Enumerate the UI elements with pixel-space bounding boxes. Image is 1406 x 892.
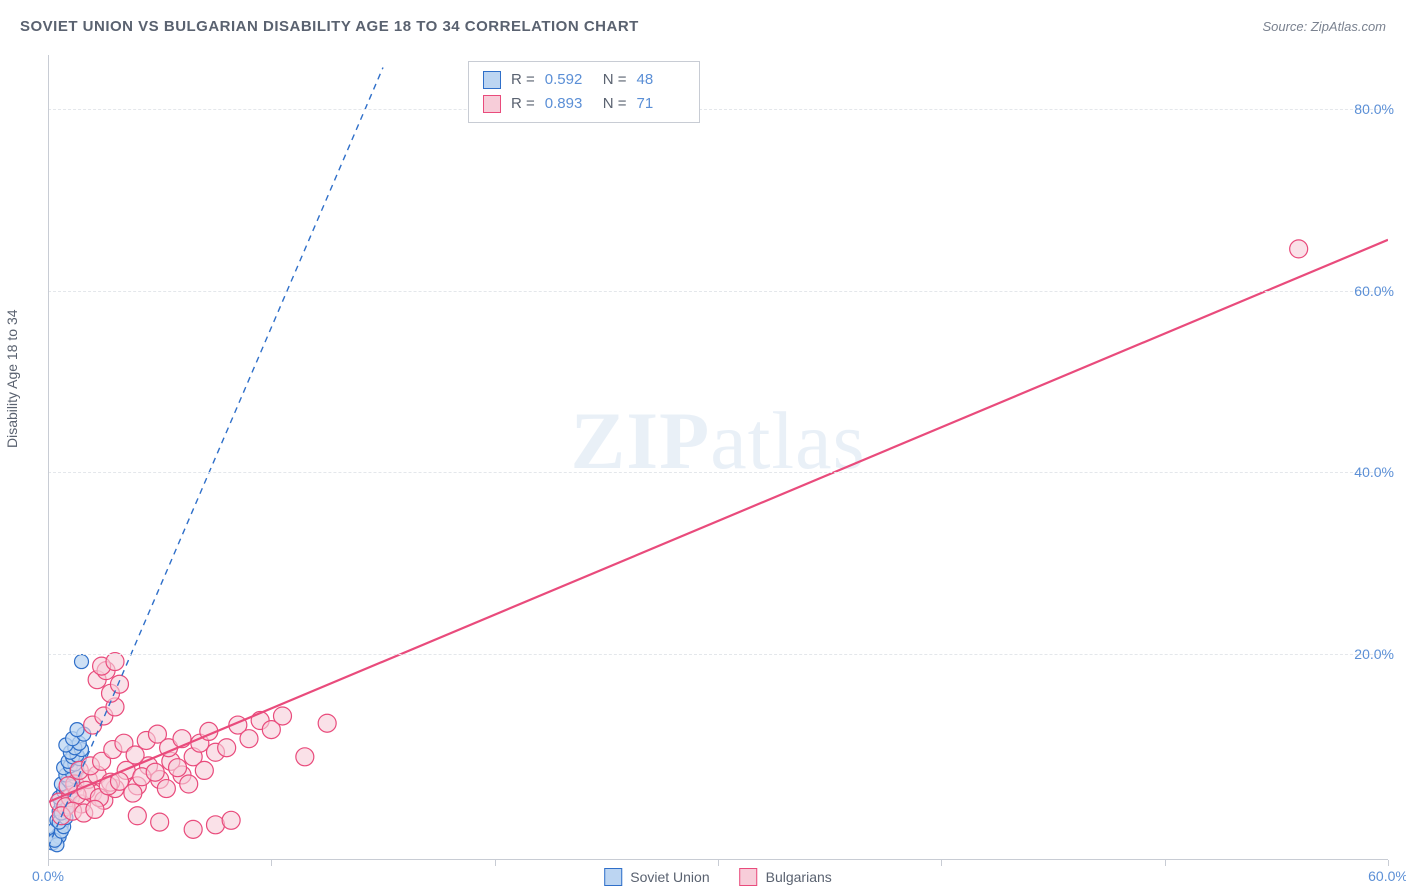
stats-row-soviet: R = 0.592 N = 48 — [483, 68, 685, 92]
stats-box: R = 0.592 N = 48 R = 0.893 N = 71 — [468, 61, 700, 123]
soviet-swatch-icon — [604, 868, 622, 886]
bulgarian-n-value: 71 — [637, 92, 685, 116]
y-axis-label: Disability Age 18 to 34 — [4, 309, 20, 448]
bottom-legend: Soviet Union Bulgarians — [604, 868, 832, 886]
r-label: R = — [511, 92, 535, 116]
r-label: R = — [511, 68, 535, 92]
x-tick-label: 60.0% — [1368, 868, 1406, 884]
soviet-swatch-icon — [483, 71, 501, 89]
soviet-n-value: 48 — [637, 68, 685, 92]
y-tick-label: 60.0% — [1354, 283, 1394, 299]
y-tick-label: 80.0% — [1354, 101, 1394, 117]
bulgarian-swatch-icon — [740, 868, 758, 886]
bulgarian-r-value: 0.893 — [545, 92, 593, 116]
y-tick-label: 40.0% — [1354, 464, 1394, 480]
n-label: N = — [603, 68, 627, 92]
y-axis-line — [48, 55, 49, 860]
chart-title: SOVIET UNION VS BULGARIAN DISABILITY AGE… — [20, 18, 639, 35]
soviet-r-value: 0.592 — [545, 68, 593, 92]
source-label: Source: ZipAtlas.com — [1262, 19, 1386, 34]
legend-label-bulgarian: Bulgarians — [766, 869, 832, 885]
x-tick-label: 0.0% — [32, 868, 64, 884]
bulgarian-swatch-icon — [483, 95, 501, 113]
legend-item-bulgarian: Bulgarians — [740, 868, 832, 886]
chart-area: ZIPatlas 20.0%40.0%60.0%80.0% 0.0%60.0% … — [48, 55, 1388, 860]
x-axis-line — [48, 859, 1388, 860]
n-label: N = — [603, 92, 627, 116]
y-tick-label: 20.0% — [1354, 646, 1394, 662]
stats-row-bulgarian: R = 0.893 N = 71 — [483, 92, 685, 116]
chart-header: SOVIET UNION VS BULGARIAN DISABILITY AGE… — [20, 18, 1386, 35]
legend-label-soviet: Soviet Union — [630, 869, 709, 885]
legend-item-soviet: Soviet Union — [604, 868, 709, 886]
scatter-plot — [48, 55, 1388, 860]
